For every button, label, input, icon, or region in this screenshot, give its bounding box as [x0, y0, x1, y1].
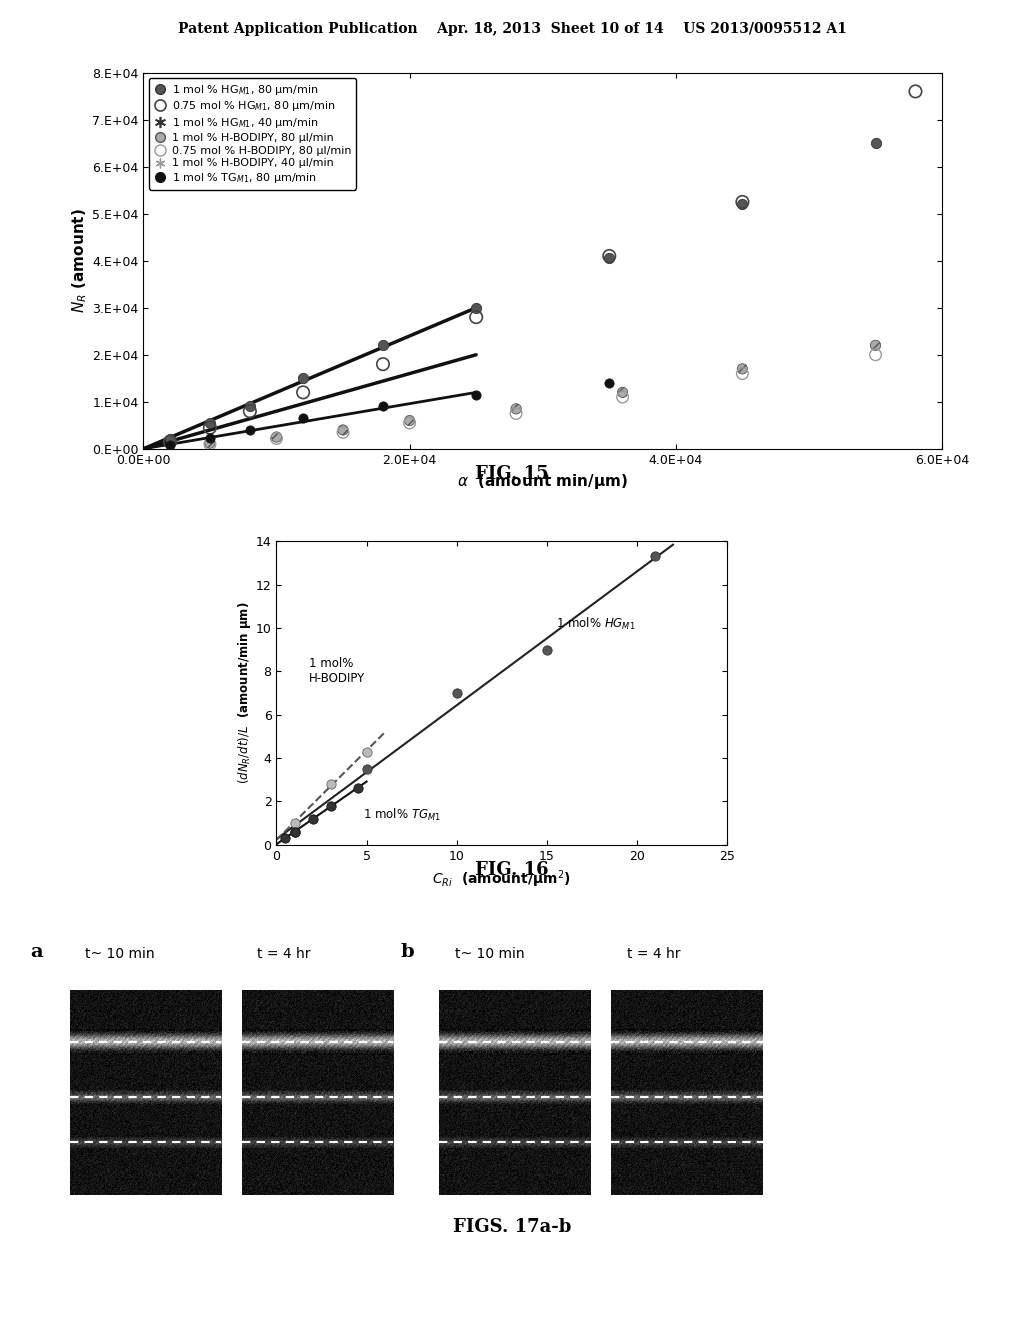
- Point: [867, 345, 884, 366]
- Point: [601, 248, 617, 269]
- X-axis label: $\alpha$  (amount min/μm): $\alpha$ (amount min/μm): [458, 473, 628, 491]
- Point: [278, 828, 294, 849]
- X-axis label: $C_{Ri}$  (amount/μm$^2$): $C_{Ri}$ (amount/μm$^2$): [432, 869, 571, 890]
- Point: [349, 777, 366, 799]
- Point: [601, 372, 617, 393]
- Point: [358, 741, 375, 762]
- Point: [401, 411, 418, 432]
- Point: [295, 381, 311, 403]
- Point: [734, 358, 751, 379]
- Text: Patent Application Publication    Apr. 18, 2013  Sheet 10 of 14    US 2013/00955: Patent Application Publication Apr. 18, …: [177, 22, 847, 37]
- Point: [907, 81, 924, 102]
- Point: [268, 426, 285, 447]
- Point: [323, 774, 339, 795]
- Point: [304, 808, 321, 829]
- Point: [202, 433, 218, 454]
- Point: [508, 403, 524, 424]
- Point: [734, 363, 751, 384]
- Point: [734, 194, 751, 215]
- Point: [375, 396, 391, 417]
- Text: FIG. 16: FIG. 16: [475, 861, 549, 879]
- Point: [268, 428, 285, 449]
- Point: [468, 297, 484, 318]
- Text: a: a: [31, 942, 43, 961]
- Point: [734, 356, 751, 378]
- Point: [335, 422, 351, 444]
- Point: [508, 401, 524, 422]
- Legend: 1 mol % HG$_{M1}$, 80 μm/min, 0.75 mol % HG$_{M1}$, 80 μm/min, 1 mol % HG$_{M1}$: 1 mol % HG$_{M1}$, 80 μm/min, 0.75 mol %…: [148, 78, 356, 190]
- Point: [202, 417, 218, 438]
- Point: [539, 639, 555, 660]
- Point: [202, 428, 218, 449]
- Point: [323, 795, 339, 816]
- Text: b: b: [400, 942, 414, 961]
- Point: [287, 821, 303, 842]
- Point: [614, 379, 631, 400]
- Point: [867, 333, 884, 354]
- Text: 1 mol% $HG_{M1}$: 1 mol% $HG_{M1}$: [556, 616, 635, 632]
- Point: [162, 432, 178, 453]
- Text: t~ 10 min: t~ 10 min: [85, 946, 155, 961]
- Point: [647, 546, 664, 568]
- Y-axis label: $(dN_R /dt) /L$  (amount/min μm): $(dN_R /dt) /L$ (amount/min μm): [236, 602, 253, 784]
- Text: 1 mol% $TG_{M1}$: 1 mol% $TG_{M1}$: [362, 807, 441, 822]
- Point: [375, 339, 391, 360]
- Point: [358, 758, 375, 779]
- Text: t~ 10 min: t~ 10 min: [455, 946, 524, 961]
- Point: [242, 401, 258, 422]
- Point: [401, 411, 418, 432]
- Point: [601, 236, 617, 257]
- Point: [202, 416, 218, 437]
- Point: [335, 420, 351, 441]
- Point: [202, 412, 218, 433]
- Point: [401, 412, 418, 433]
- Point: [268, 426, 285, 447]
- Point: [335, 420, 351, 441]
- Point: [468, 282, 484, 304]
- Point: [162, 434, 178, 455]
- Point: [242, 399, 258, 420]
- Point: [734, 207, 751, 228]
- Text: 1 mol%
H-BODIPY: 1 mol% H-BODIPY: [309, 657, 366, 685]
- Point: [162, 430, 178, 451]
- Point: [508, 399, 524, 420]
- Y-axis label: $N_R$ (amount): $N_R$ (amount): [71, 209, 89, 313]
- Point: [295, 368, 311, 389]
- Point: [375, 354, 391, 375]
- Point: [867, 156, 884, 177]
- Point: [468, 306, 484, 327]
- Point: [375, 335, 391, 356]
- Point: [242, 396, 258, 417]
- Point: [867, 132, 884, 153]
- Point: [202, 433, 218, 454]
- Point: [601, 246, 617, 267]
- Point: [614, 387, 631, 408]
- Text: t = 4 hr: t = 4 hr: [257, 946, 310, 961]
- Point: [449, 682, 465, 704]
- Point: [287, 813, 303, 834]
- Point: [295, 408, 311, 429]
- Point: [287, 821, 303, 842]
- Point: [295, 372, 311, 393]
- Point: [242, 420, 258, 441]
- Point: [162, 429, 178, 450]
- Point: [202, 433, 218, 454]
- Point: [867, 335, 884, 356]
- Point: [614, 381, 631, 403]
- Point: [468, 384, 484, 405]
- Point: [734, 191, 751, 213]
- Text: FIGS. 17a-b: FIGS. 17a-b: [453, 1218, 571, 1237]
- Text: FIG. 15: FIG. 15: [475, 465, 549, 483]
- Text: t = 4 hr: t = 4 hr: [627, 946, 680, 961]
